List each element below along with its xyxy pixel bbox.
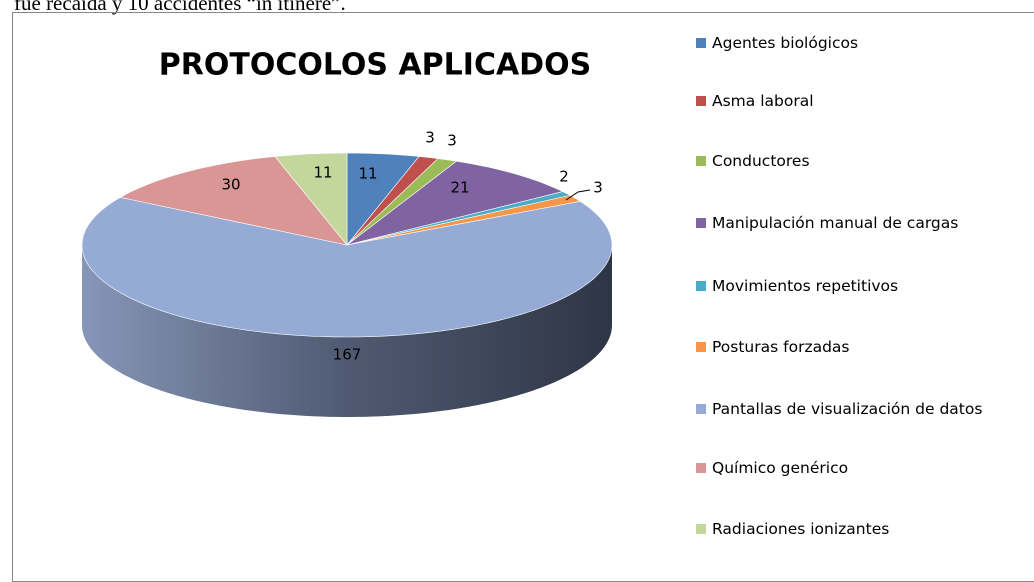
document-text: fue recaída y 10 accidentes “in itinere”… bbox=[14, 0, 346, 15]
legend-swatch bbox=[696, 404, 706, 414]
data-label: 3 bbox=[447, 132, 457, 150]
legend-item: Pantallas de visualización de datos bbox=[696, 398, 1034, 420]
legend-item: Manipulación manual de cargas bbox=[696, 212, 1034, 234]
data-label: 30 bbox=[221, 176, 240, 194]
legend-swatch bbox=[696, 463, 706, 473]
legend-swatch bbox=[696, 218, 706, 228]
data-label: 2 bbox=[559, 168, 569, 186]
data-label: 11 bbox=[358, 165, 377, 183]
data-label: 3 bbox=[593, 179, 603, 197]
data-label: 21 bbox=[450, 179, 469, 197]
slice bbox=[81, 197, 613, 338]
legend-item: Movimientos repetitivos bbox=[696, 275, 1034, 297]
leader-line bbox=[565, 189, 591, 201]
legend-label: Pantallas de visualización de datos bbox=[712, 400, 983, 418]
slice-side bbox=[82, 245, 612, 417]
legend-item: Químico genérico bbox=[696, 457, 1034, 479]
legend-label: Agentes biológicos bbox=[712, 34, 859, 52]
data-label: 3 bbox=[425, 129, 435, 147]
legend-swatch bbox=[696, 156, 706, 166]
slice bbox=[119, 156, 348, 246]
legend-item: Posturas forzadas bbox=[696, 336, 1034, 358]
legend-swatch bbox=[696, 281, 706, 291]
data-label: 11 bbox=[313, 164, 332, 182]
legend-swatch bbox=[696, 342, 706, 352]
legend-swatch bbox=[696, 524, 706, 534]
legend-label: Radiaciones ionizantes bbox=[712, 520, 890, 538]
legend-item: Conductores bbox=[696, 150, 1034, 172]
legend-label: Movimientos repetitivos bbox=[712, 277, 899, 295]
legend-label: Conductores bbox=[712, 152, 810, 170]
legend-swatch bbox=[696, 96, 706, 106]
legend-label: Manipulación manual de cargas bbox=[712, 214, 959, 232]
chart-title: PROTOCOLOS APLICADOS bbox=[159, 48, 591, 83]
data-label: 167 bbox=[333, 346, 362, 364]
legend-label: Posturas forzadas bbox=[712, 338, 850, 356]
legend-item: Asma laboral bbox=[696, 90, 1034, 112]
slice bbox=[274, 152, 348, 246]
legend-item: Radiaciones ionizantes bbox=[696, 518, 1034, 540]
legend-label: Asma laboral bbox=[712, 92, 814, 110]
legend-swatch bbox=[696, 38, 706, 48]
slice bbox=[346, 152, 420, 246]
legend-label: Químico genérico bbox=[712, 459, 849, 477]
legend-item: Agentes biológicos bbox=[696, 32, 1034, 54]
slice bbox=[346, 160, 564, 246]
